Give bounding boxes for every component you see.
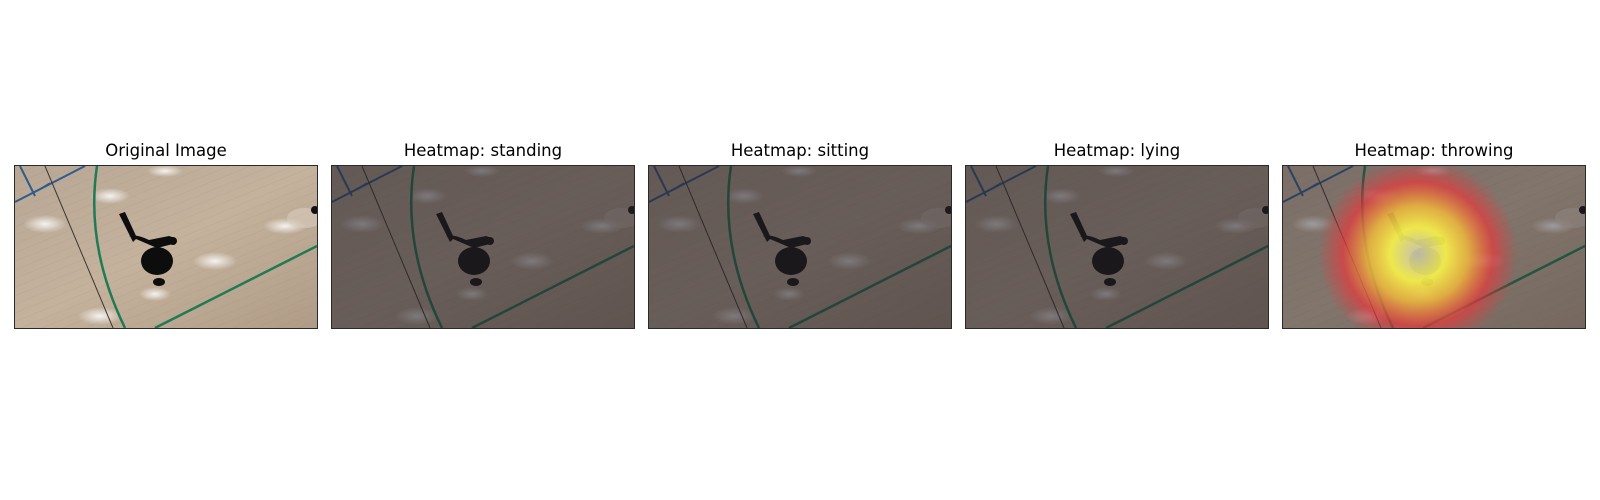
panel-standing: Heatmap: standing (331, 140, 635, 329)
throwing-heatmap-blob (1318, 166, 1518, 328)
panel-throwing: Heatmap: throwing (1282, 140, 1586, 329)
image-frame (648, 165, 952, 329)
heatmap-overlay (649, 166, 951, 328)
image-frame (331, 165, 635, 329)
image-frame (1282, 165, 1586, 329)
image-frame (965, 165, 1269, 329)
panel-title: Heatmap: standing (403, 141, 563, 160)
panel-title: Heatmap: sitting (730, 141, 870, 160)
image-frame (14, 165, 318, 329)
panel-title: Heatmap: throwing (1354, 141, 1514, 160)
heatmap-overlay (332, 166, 634, 328)
heatmap-overlay (966, 166, 1268, 328)
panel-sitting: Heatmap: sitting (648, 140, 952, 329)
panel-lying: Heatmap: lying (965, 140, 1269, 329)
court-photo (15, 166, 317, 328)
panel-original: Original Image (14, 140, 318, 329)
panel-title: Heatmap: lying (1053, 141, 1181, 160)
panel-title: Original Image (105, 141, 227, 160)
